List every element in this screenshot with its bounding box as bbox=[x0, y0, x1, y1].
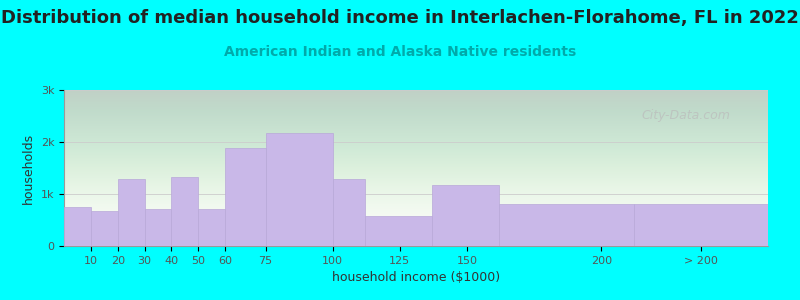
Bar bbox=[91, 211, 118, 246]
Text: Distribution of median household income in Interlachen-Florahome, FL in 2022: Distribution of median household income … bbox=[1, 9, 799, 27]
Bar bbox=[499, 204, 634, 246]
Text: City-Data.com: City-Data.com bbox=[642, 109, 730, 122]
Bar bbox=[226, 148, 266, 246]
Text: American Indian and Alaska Native residents: American Indian and Alaska Native reside… bbox=[224, 45, 576, 59]
X-axis label: household income ($1000): household income ($1000) bbox=[332, 271, 500, 284]
Bar bbox=[266, 133, 333, 246]
Bar bbox=[432, 184, 499, 246]
Y-axis label: households: households bbox=[22, 132, 35, 204]
Bar bbox=[333, 179, 365, 246]
Bar bbox=[198, 208, 226, 246]
Bar bbox=[64, 207, 91, 246]
Bar bbox=[171, 177, 198, 246]
Bar bbox=[118, 179, 145, 246]
Bar bbox=[634, 204, 768, 246]
Bar bbox=[365, 216, 432, 246]
Bar bbox=[145, 208, 171, 246]
